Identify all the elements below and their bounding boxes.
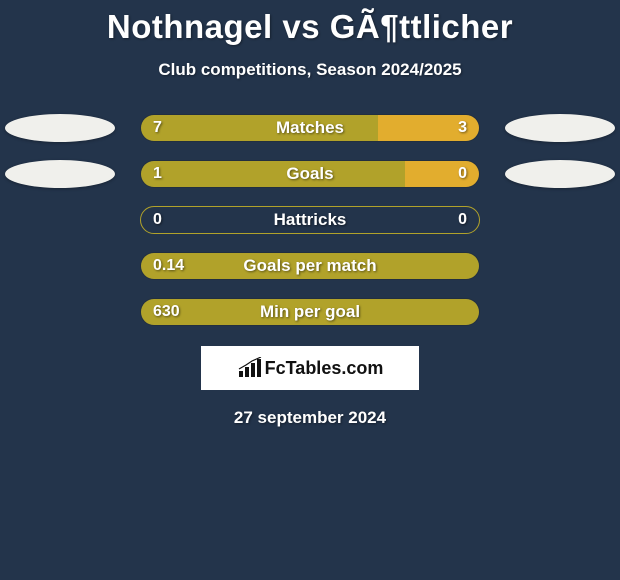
stat-row: 0 0Hattricks (0, 206, 620, 234)
bar-left-fill (141, 161, 405, 187)
bar-left-fill (141, 115, 378, 141)
stat-bar: 10Goals (140, 160, 480, 188)
stat-value-right: 3 (458, 115, 467, 141)
stat-value-left: 0.14 (153, 253, 184, 279)
bar-right-fill (405, 161, 479, 187)
stat-value-right: 0 (458, 207, 467, 233)
stat-value-left: 7 (153, 115, 162, 141)
stat-value-left: 0 (153, 207, 162, 233)
source-logo: FcTables.com (201, 346, 419, 390)
bar-chart-icon (237, 357, 263, 379)
stat-row: 630Min per goal (0, 298, 620, 326)
stat-row: 73Matches (0, 114, 620, 142)
stats-list: 73Matches10Goals00Hattricks0.14Goals per… (0, 114, 620, 326)
stat-bar: 73Matches (140, 114, 480, 142)
bar-left-fill (141, 253, 479, 279)
player2-badge (505, 160, 615, 188)
stat-value-left: 1 (153, 161, 162, 187)
logo-text: FcTables.com (265, 358, 384, 379)
stat-value-left: 630 (153, 299, 180, 325)
stat-value-right: 0 (458, 161, 467, 187)
stat-bar: 630Min per goal (140, 298, 480, 326)
stat-row: 10Goals (0, 160, 620, 188)
bar-left-fill (141, 299, 479, 325)
stat-bar: 0 0Hattricks (140, 206, 480, 234)
page-title: Nothnagel vs GÃ¶ttlicher (107, 8, 513, 46)
date: 27 september 2024 (234, 408, 386, 428)
comparison-card: Nothnagel vs GÃ¶ttlicher Club competitio… (0, 0, 620, 428)
stat-row: 0.14Goals per match (0, 252, 620, 280)
player2-badge (505, 114, 615, 142)
player1-badge (5, 160, 115, 188)
player1-badge (5, 114, 115, 142)
stat-bar: 0.14Goals per match (140, 252, 480, 280)
stat-label: Hattricks (141, 207, 479, 233)
subtitle: Club competitions, Season 2024/2025 (158, 60, 461, 80)
